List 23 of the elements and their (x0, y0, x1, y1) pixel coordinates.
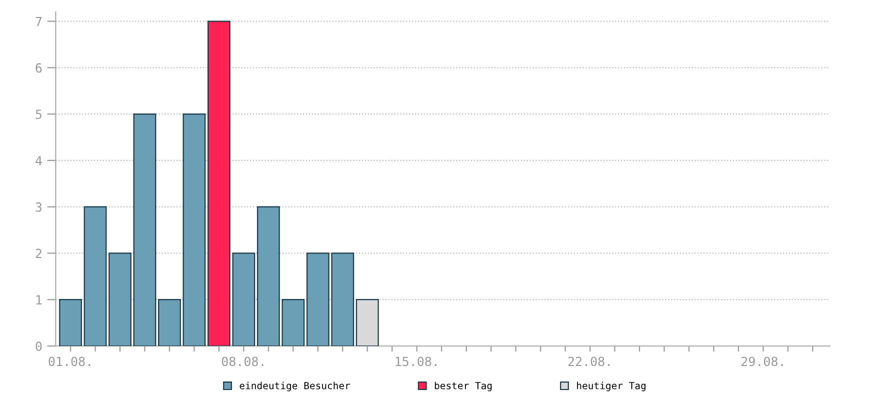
legend-label: bester Tag (434, 382, 492, 392)
bar (133, 114, 156, 346)
bar (356, 299, 379, 346)
bar (182, 114, 206, 346)
y-tick-label: 5 (36, 110, 42, 120)
y-tick-label: 2 (36, 248, 42, 258)
bar (158, 299, 181, 346)
x-tick-label: 29.08. (742, 356, 783, 366)
x-tick-label: 01.08. (48, 356, 90, 366)
legend-label: heutiger Tag (577, 382, 646, 392)
bar (59, 299, 82, 346)
y-tick-label: 0 (36, 342, 42, 351)
x-tick-label: 08.08. (222, 356, 264, 366)
x-tick-label: 22.08. (568, 356, 610, 366)
x-tick-label: 15.08. (396, 356, 436, 366)
y-tick-label: 1 (36, 295, 42, 304)
y-tick-label: 6 (36, 63, 42, 73)
legend-label: eindeutige Besucher (240, 382, 350, 392)
y-tick-label: 4 (36, 156, 42, 166)
bar (84, 206, 107, 346)
y-tick-label: 3 (36, 202, 42, 212)
bar (108, 252, 132, 346)
y-tick-label: 7 (36, 16, 42, 26)
